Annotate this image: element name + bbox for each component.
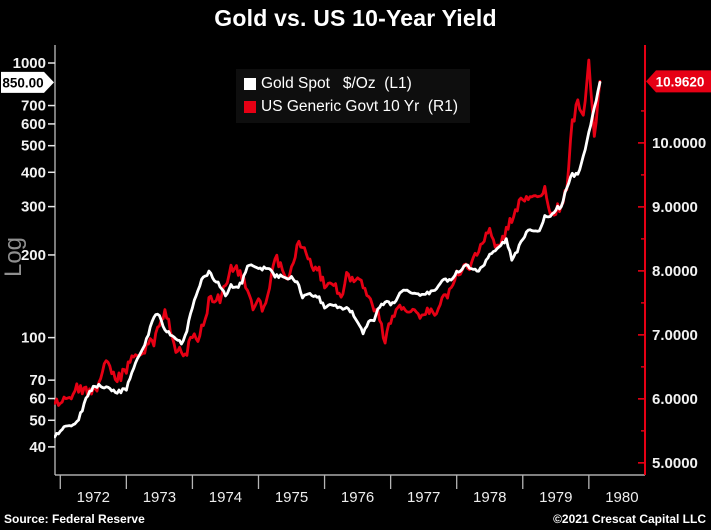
legend-item-yield: US Generic Govt 10 Yr (R1) xyxy=(244,95,458,118)
svg-text:70: 70 xyxy=(29,372,46,389)
svg-text:6.0000: 6.0000 xyxy=(652,391,698,408)
svg-text:100: 100 xyxy=(21,330,46,347)
svg-text:1974: 1974 xyxy=(209,489,242,506)
svg-text:60: 60 xyxy=(29,391,46,408)
svg-text:850.00: 850.00 xyxy=(2,75,43,90)
copyright-label: ©2021 Crescat Capital LLC xyxy=(553,512,706,526)
gold-last-value-badge: 850.00 xyxy=(1,71,54,93)
svg-text:1979: 1979 xyxy=(539,489,572,506)
last-value-badges: 850.00 10.9620 xyxy=(1,70,711,93)
svg-text:1980: 1980 xyxy=(605,489,638,506)
svg-text:1972: 1972 xyxy=(77,489,110,506)
svg-text:10.0000: 10.0000 xyxy=(652,135,706,152)
log-scale-label: Log xyxy=(0,236,27,278)
svg-text:1973: 1973 xyxy=(143,489,176,506)
source-label: Source: Federal Reserve xyxy=(4,512,145,526)
svg-text:1976: 1976 xyxy=(341,489,374,506)
svg-text:300: 300 xyxy=(21,199,46,216)
series-lines xyxy=(54,58,602,439)
svg-text:1000: 1000 xyxy=(13,55,46,72)
chart-title: Gold vs. US 10-Year Yield xyxy=(214,5,497,31)
svg-text:200: 200 xyxy=(21,247,46,264)
svg-text:9.0000: 9.0000 xyxy=(652,199,698,216)
legend-label-gold: Gold Spot $/Oz (L1) xyxy=(261,74,412,92)
svg-text:600: 600 xyxy=(21,116,46,133)
svg-text:700: 700 xyxy=(21,98,46,115)
yield-last-value-badge: 10.9620 xyxy=(646,70,711,93)
legend-label-yield: US Generic Govt 10 Yr (R1) xyxy=(261,97,458,115)
svg-text:1978: 1978 xyxy=(473,489,506,506)
svg-text:1977: 1977 xyxy=(407,489,440,506)
legend-item-gold: Gold Spot $/Oz (L1) xyxy=(244,72,458,95)
gold-series-swatch-icon xyxy=(244,77,256,90)
svg-text:50: 50 xyxy=(29,412,46,429)
svg-text:7.0000: 7.0000 xyxy=(652,327,698,344)
svg-text:40: 40 xyxy=(29,439,46,456)
legend: Gold Spot $/Oz (L1) US Generic Govt 10 Y… xyxy=(236,69,470,123)
svg-text:8.0000: 8.0000 xyxy=(652,263,698,280)
svg-text:500: 500 xyxy=(21,138,46,155)
svg-text:400: 400 xyxy=(21,164,46,181)
svg-text:10.9620: 10.9620 xyxy=(656,74,705,89)
svg-text:5.0000: 5.0000 xyxy=(652,455,698,472)
yield-series-swatch-icon xyxy=(244,100,256,113)
svg-text:1975: 1975 xyxy=(275,489,308,506)
